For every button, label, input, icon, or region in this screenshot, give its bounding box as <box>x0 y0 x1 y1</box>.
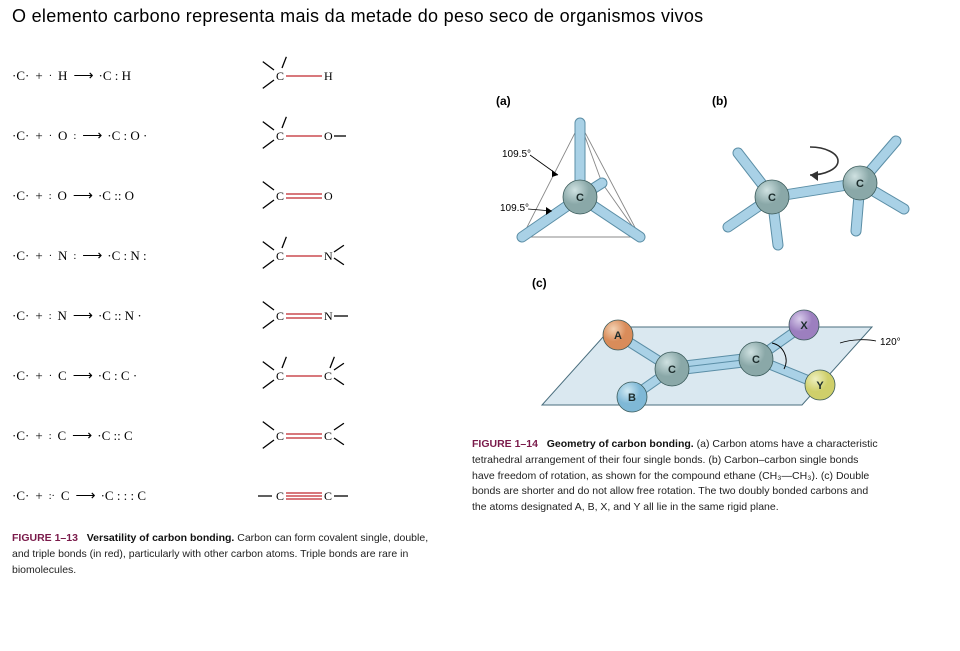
bond-row: ·C· + ·C ⟶ ·C : C ·CC <box>12 349 452 403</box>
svg-text:B: B <box>628 392 636 404</box>
svg-text:C: C <box>276 369 284 383</box>
svg-text:X: X <box>800 320 808 332</box>
svg-text:C: C <box>276 489 284 503</box>
fig13-title: Versatility of carbon bonding. <box>87 532 235 544</box>
structural-CO2: CO <box>242 169 362 223</box>
svg-text:109.5°: 109.5° <box>502 149 531 160</box>
structural: CC <box>242 469 362 523</box>
svg-text:C: C <box>276 69 284 83</box>
svg-text:C: C <box>576 192 584 204</box>
svg-text:C: C <box>276 429 284 443</box>
svg-text:C: C <box>276 189 284 203</box>
structural: CO <box>242 109 362 163</box>
svg-text:120°: 120° <box>880 337 901 348</box>
svg-text:(b): (b) <box>712 94 727 108</box>
structural: CH <box>242 49 362 103</box>
bond-row: ·C· + ·H ⟶ ·C : HCH <box>12 49 452 103</box>
structural: CN <box>242 229 362 283</box>
svg-text:O: O <box>324 129 333 143</box>
lewis-equation: ·C· + ·O: ⟶ ·C : O · <box>12 128 242 145</box>
bond-row: ·C· + :C ⟶ ·C :: CCC <box>12 409 452 463</box>
fig14-title: Geometry of carbon bonding. <box>547 438 694 450</box>
svg-text:C: C <box>768 192 776 204</box>
structural: CN <box>242 289 362 343</box>
svg-text:H: H <box>324 69 333 83</box>
left-column: ·C· + ·H ⟶ ·C : HCH·C· + ·O: ⟶ ·C : O ·C… <box>12 43 452 578</box>
page: O elemento carbono representa mais da me… <box>0 0 960 651</box>
svg-text:N: N <box>324 309 333 323</box>
bond-row: ·C· + :·C ⟶ ·C : : : CCC <box>12 469 452 523</box>
structural-CH: CH <box>242 49 362 103</box>
svg-text:N: N <box>324 249 333 263</box>
structural-CC3: CC <box>242 469 362 523</box>
page-title: O elemento carbono representa mais da me… <box>12 6 948 27</box>
structural: CO <box>242 169 362 223</box>
structural-CN2: CN <box>242 289 362 343</box>
lewis-equation: ·C· + :O ⟶ ·C :: O <box>12 188 242 205</box>
lewis-equation: ·C· + ·N: ⟶ ·C : N : <box>12 248 242 265</box>
svg-text:C: C <box>856 178 864 190</box>
svg-text:A: A <box>614 330 622 342</box>
svg-text:C: C <box>276 309 284 323</box>
bond-row: ·C· + :O ⟶ ·C :: OCO <box>12 169 452 223</box>
bond-row: ·C· + ·O: ⟶ ·C : O ·CO <box>12 109 452 163</box>
svg-text:(c): (c) <box>532 276 547 290</box>
lewis-equation: ·C· + :C ⟶ ·C :: C <box>12 428 242 445</box>
structural: CC <box>242 409 362 463</box>
fig14-svg: (a) C 109.5° 109.5° (b) C C (c) A B X Y C C 120° <box>472 87 942 427</box>
structural-CO1: CO <box>242 109 362 163</box>
bond-row: ·C· + :N ⟶ ·C :: N ·CN <box>12 289 452 343</box>
right-column: (a) C 109.5° 109.5° (b) C C (c) A B X Y C C 120° FIGUR… <box>452 43 948 578</box>
svg-text:C: C <box>276 129 284 143</box>
fig13-caption: FIGURE 1–13 Versatility of carbon bondin… <box>12 531 432 578</box>
structural: CC <box>242 349 362 403</box>
svg-text:(a): (a) <box>496 94 511 108</box>
svg-text:Y: Y <box>816 380 824 392</box>
lewis-equation: ·C· + ·H ⟶ ·C : H <box>12 68 242 85</box>
fig14-caption: FIGURE 1–14 Geometry of carbon bonding. … <box>472 437 882 516</box>
lewis-equation: ·C· + :N ⟶ ·C :: N · <box>12 308 242 325</box>
svg-text:C: C <box>324 429 332 443</box>
lewis-equation: ·C· + :·C ⟶ ·C : : : C <box>12 488 242 505</box>
columns: ·C· + ·H ⟶ ·C : HCH·C· + ·O: ⟶ ·C : O ·C… <box>12 43 948 578</box>
svg-text:C: C <box>324 369 332 383</box>
fig14-label: FIGURE 1–14 <box>472 438 538 450</box>
fig13-label: FIGURE 1–13 <box>12 532 78 544</box>
structural-CC1: CC <box>242 349 362 403</box>
structural-CN1: CN <box>242 229 362 283</box>
bond-rows: ·C· + ·H ⟶ ·C : HCH·C· + ·O: ⟶ ·C : O ·C… <box>12 49 452 523</box>
lewis-equation: ·C· + ·C ⟶ ·C : C · <box>12 368 242 385</box>
svg-text:C: C <box>324 489 332 503</box>
svg-text:O: O <box>324 189 333 203</box>
bond-row: ·C· + ·N: ⟶ ·C : N :CN <box>12 229 452 283</box>
svg-text:C: C <box>276 249 284 263</box>
svg-text:C: C <box>668 364 676 376</box>
svg-text:109.5°: 109.5° <box>500 203 529 214</box>
svg-text:C: C <box>752 354 760 366</box>
structural-CC2: CC <box>242 409 362 463</box>
